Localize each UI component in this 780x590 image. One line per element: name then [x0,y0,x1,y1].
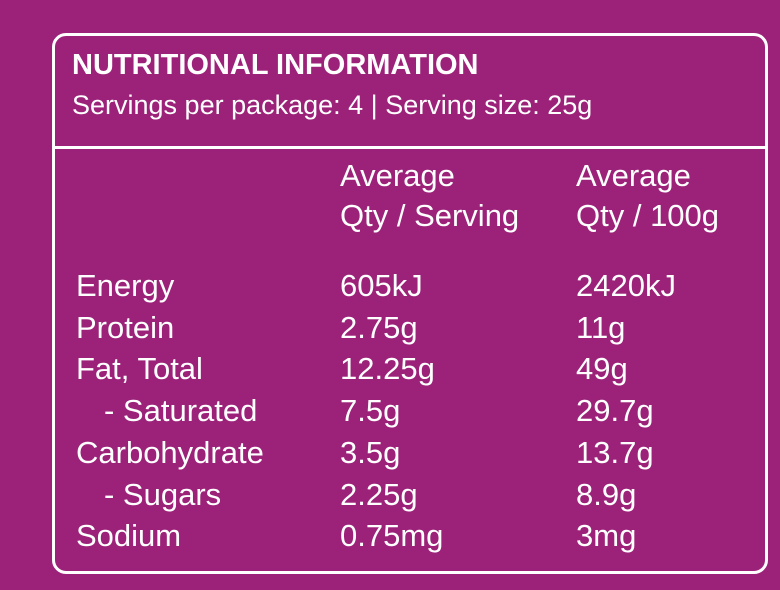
nutrient-value: 2.25g [340,476,418,512]
nutrient-value: 29.7g [576,393,654,429]
nutrient-name: Sodium [76,518,182,554]
nutrient-value: 11g [576,309,626,345]
title: NUTRITIONAL INFORMATION [72,49,479,81]
panel-border [52,33,768,574]
nutrient-value: 2.75g [340,309,418,345]
divider [54,146,765,149]
nutrient-name: - Saturated [104,393,258,429]
nutrient-value: 3mg [576,518,637,554]
nutrient-name: Fat, Total [76,351,203,387]
nutrient-value: 0.75mg [340,518,444,554]
nutrient-value: 49g [576,351,628,387]
column-header: Average [340,158,455,193]
nutrient-value: 12.25g [340,351,435,387]
nutrient-name: Energy [76,268,175,303]
nutrient-value: 7.5g [340,393,401,429]
column-header: Qty / 100g [576,198,720,233]
nutrient-value: 2420kJ [576,268,676,303]
nutrient-value: 8.9g [576,476,637,512]
nutrient-name: Carbohydrate [76,434,264,470]
nutrient-value: 13.7g [576,434,654,470]
subtitle: Servings per package: 4 | Serving size: … [72,90,593,120]
column-header: Average [576,158,691,193]
column-header: Qty / Serving [340,198,520,233]
nutrient-value: 3.5g [340,434,401,470]
nutrient-name: Protein [76,309,175,345]
nutrient-name: - Sugars [104,476,222,512]
nutrient-value: 605kJ [340,268,423,303]
